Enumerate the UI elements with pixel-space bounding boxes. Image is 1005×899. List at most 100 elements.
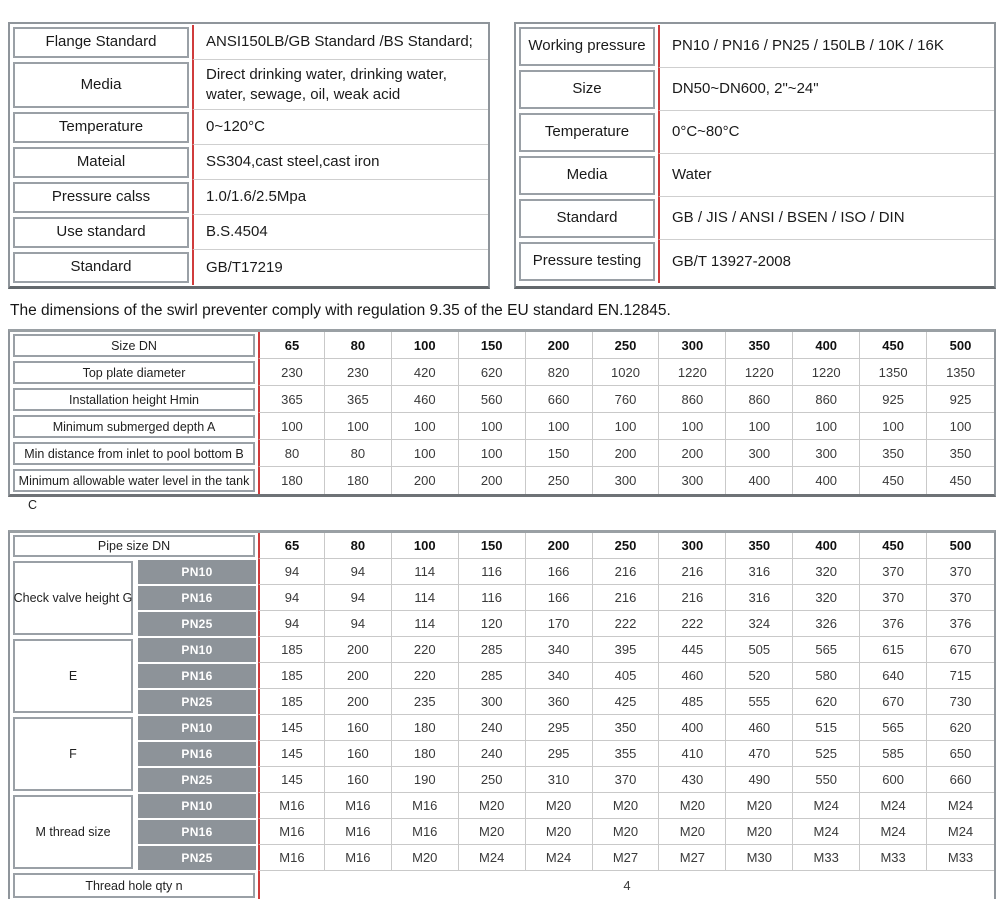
data-cell: 285 <box>458 663 526 689</box>
group-label-cell: M thread size <box>10 793 136 871</box>
data-cell: 585 <box>860 741 928 767</box>
data-cell: 670 <box>927 637 994 663</box>
data-cell: 420 <box>391 359 459 386</box>
data-cell: 615 <box>860 637 928 663</box>
data-cell: 200 <box>324 663 392 689</box>
spec-label: Standard <box>519 199 655 238</box>
row-label-cell: Min distance from inlet to pool bottom B <box>10 440 258 467</box>
data-cell: 400 <box>659 715 727 741</box>
data-cell: 200 <box>324 637 392 663</box>
data-cell: 100 <box>659 413 727 440</box>
table-header-row: Size DN 65 80 100 150 200 250 300 350 400 450 500 <box>10 332 994 359</box>
row-label: Top plate diameter <box>13 361 255 384</box>
spec-label-cell: Flange Standard <box>10 25 192 60</box>
data-cell: M24 <box>860 819 928 845</box>
data-cell: 160 <box>324 767 392 793</box>
data-cell: 180 <box>391 715 459 741</box>
table-row: PN16 145 160 180 240 295 355 410 470 525 585 650 <box>10 741 994 767</box>
spec-label-cell: Media <box>10 60 192 110</box>
data-cell: M16 <box>258 819 325 845</box>
spec-row: Standard GB / JIS / ANSI / BSEN / ISO / D… <box>516 197 994 240</box>
data-cell: 4 <box>258 871 994 899</box>
pn-badge: PN16 <box>138 664 256 688</box>
row-label: Min distance from inlet to pool bottom B <box>13 442 255 465</box>
data-cell: 376 <box>927 611 994 637</box>
data-cell: 100 <box>258 413 325 440</box>
data-cell: 100 <box>793 413 861 440</box>
data-cell: 300 <box>458 689 526 715</box>
data-cell: 114 <box>391 611 459 637</box>
group-label-cell: Check valve height G <box>10 559 136 637</box>
data-cell: 580 <box>793 663 861 689</box>
data-cell: 1350 <box>927 359 994 386</box>
data-cell: 450 <box>927 467 994 494</box>
column-header: 500 <box>927 332 994 359</box>
data-cell: 505 <box>726 637 794 663</box>
data-cell: 222 <box>659 611 727 637</box>
column-header: 100 <box>391 332 459 359</box>
table-row: Top plate diameter 230 230 420 620 820 1020 122… <box>10 359 994 386</box>
table-row: F PN10 145 160 180 240 295 350 400 460 515 565 620 <box>10 715 994 793</box>
spec-label-cell: Pressure testing <box>516 240 658 283</box>
column-header: 400 <box>793 332 861 359</box>
data-cell: 100 <box>927 413 994 440</box>
data-cell: 445 <box>659 637 727 663</box>
column-header: 65 <box>258 533 325 559</box>
spec-row: Flange Standard ANSI150LB/GB Standard /BS… <box>10 25 488 60</box>
spec-label: Media <box>13 62 189 108</box>
table-row: Installation height Hmin 365 365 460 560 660 7… <box>10 386 994 413</box>
data-cell: 370 <box>860 559 928 585</box>
pn-cell: PN25 <box>136 611 258 637</box>
data-cell: 560 <box>458 386 526 413</box>
row-label-cell: Installation height Hmin <box>10 386 258 413</box>
data-cell: M24 <box>458 845 526 871</box>
pn-badge: PN16 <box>138 742 256 766</box>
data-cell: 230 <box>324 359 392 386</box>
data-cell: 285 <box>458 637 526 663</box>
column-header: 300 <box>659 533 727 559</box>
row-label-cell: Minimum allowable water level in the tan… <box>10 467 258 494</box>
spec-row: Mateial SS304,cast steel,cast iron <box>10 145 488 180</box>
data-cell: M16 <box>324 819 392 845</box>
spec-row: Standard GB/T17219 <box>10 250 488 285</box>
data-cell: 94 <box>258 559 325 585</box>
spec-value: 0~120°C <box>192 110 488 145</box>
row-label-cell: Pipe size DN <box>10 533 258 559</box>
data-cell: M20 <box>458 819 526 845</box>
row-label: Minimum allowable water level in the tan… <box>13 469 255 492</box>
data-cell: 620 <box>458 359 526 386</box>
data-cell: 150 <box>525 440 593 467</box>
data-cell: M16 <box>324 793 392 819</box>
spec-label: Pressure calss <box>13 182 189 213</box>
pn-cell: PN10 <box>136 559 258 585</box>
data-cell: 360 <box>525 689 593 715</box>
data-cell: M33 <box>793 845 861 871</box>
column-header: 65 <box>258 332 325 359</box>
row-label-cell: Size DN <box>10 332 258 359</box>
pn-cell: PN16 <box>136 585 258 611</box>
data-cell: 295 <box>525 715 593 741</box>
spec-value: GB / JIS / ANSI / BSEN / ISO / DIN <box>658 197 994 240</box>
spec-row: Size DN50~DN600, 2"~24" <box>516 68 994 111</box>
data-cell: 650 <box>927 741 994 767</box>
data-cell: M20 <box>592 819 660 845</box>
pn-badge: PN10 <box>138 560 256 584</box>
data-cell: 80 <box>324 440 392 467</box>
column-header: 450 <box>860 533 928 559</box>
pn-badge: PN10 <box>138 716 256 740</box>
pn-cell: PN10 <box>136 793 258 819</box>
data-cell: 320 <box>793 585 861 611</box>
data-cell: 365 <box>324 386 392 413</box>
table-row: Check valve height G PN10 94 94 114 116 166 216… <box>10 559 994 637</box>
column-header: 100 <box>391 533 459 559</box>
data-cell: 166 <box>525 585 593 611</box>
spec-value: ANSI150LB/GB Standard /BS Standard; <box>192 25 488 60</box>
spec-label: Working pressure <box>519 27 655 66</box>
dimensions-table-wrap: Size DN 65 80 100 150 200 250 300 350 400 450 500 To… <box>8 329 996 497</box>
data-cell: 860 <box>793 386 861 413</box>
data-cell: 365 <box>258 386 325 413</box>
data-cell: M24 <box>525 845 593 871</box>
table-row: Min distance from inlet to pool bottom B… <box>10 440 994 467</box>
column-header: 450 <box>860 332 928 359</box>
